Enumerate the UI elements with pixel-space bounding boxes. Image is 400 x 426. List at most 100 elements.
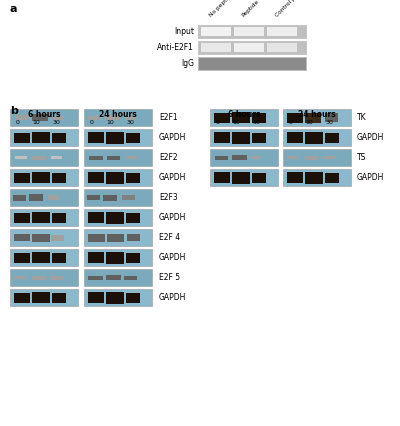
Text: 30: 30 [252, 120, 260, 125]
Bar [84, 169, 152, 186]
Bar [127, 234, 140, 241]
Text: TK: TK [357, 113, 367, 122]
Bar [234, 43, 264, 52]
Bar [283, 169, 351, 186]
Bar [88, 292, 104, 303]
Bar [88, 252, 104, 263]
Bar [51, 234, 64, 241]
Bar [48, 195, 59, 200]
Text: Control peptide: Control peptide [274, 0, 310, 18]
Text: 6 hours: 6 hours [28, 110, 60, 119]
Text: 10: 10 [32, 120, 40, 125]
Text: Input: Input [174, 27, 194, 36]
Bar [106, 132, 124, 144]
Bar [283, 129, 351, 146]
Bar [52, 173, 66, 182]
Bar [106, 275, 121, 280]
Bar [283, 109, 351, 126]
Bar [84, 269, 152, 286]
Bar [267, 43, 297, 52]
Text: 6 hours: 6 hours [228, 110, 260, 119]
Bar [88, 276, 103, 279]
Bar [198, 57, 306, 70]
Bar [14, 253, 30, 262]
Bar [10, 269, 78, 286]
Bar [126, 213, 140, 222]
Bar [287, 172, 303, 183]
Bar [15, 115, 29, 120]
Bar [252, 173, 266, 182]
Bar [232, 172, 250, 184]
Text: GAPDH: GAPDH [159, 293, 186, 302]
Bar [126, 132, 140, 143]
Bar [214, 132, 230, 143]
Bar [10, 249, 78, 266]
Bar [287, 112, 303, 123]
Bar [210, 129, 278, 146]
Bar [124, 276, 137, 279]
Text: 30: 30 [52, 120, 60, 125]
Text: E2F 4: E2F 4 [159, 233, 180, 242]
Text: E2F 5: E2F 5 [159, 273, 180, 282]
Bar [305, 172, 323, 184]
Bar [52, 132, 66, 143]
Text: GAPDH: GAPDH [159, 173, 186, 182]
Bar [32, 212, 50, 223]
Bar [32, 155, 46, 159]
Bar [198, 25, 306, 38]
Bar [10, 109, 78, 126]
Bar [14, 293, 30, 302]
Bar [32, 292, 50, 303]
Bar [88, 132, 104, 143]
Bar [89, 155, 103, 159]
Text: No peptide: No peptide [208, 0, 235, 18]
Bar [251, 156, 260, 159]
Bar [32, 252, 50, 263]
Text: 10: 10 [232, 120, 240, 125]
Bar [32, 233, 50, 242]
Text: GAPDH: GAPDH [357, 173, 384, 182]
Bar [88, 172, 104, 183]
Bar [126, 293, 140, 302]
Bar [84, 149, 152, 166]
Bar [252, 132, 266, 143]
Text: E2F2: E2F2 [159, 153, 178, 162]
Bar [10, 229, 78, 246]
Bar [84, 129, 152, 146]
Text: Anti-E2F1: Anti-E2F1 [157, 43, 194, 52]
Text: 30: 30 [126, 120, 134, 125]
Bar [103, 195, 117, 201]
Bar [88, 212, 104, 223]
Bar [215, 155, 228, 159]
Text: 24 hours: 24 hours [99, 110, 137, 119]
Bar [283, 149, 351, 166]
Bar [88, 233, 105, 242]
Bar [52, 253, 66, 262]
Bar [232, 112, 250, 123]
Bar [323, 156, 335, 159]
Text: 0: 0 [16, 120, 20, 125]
Bar [88, 115, 100, 120]
Bar [84, 209, 152, 226]
Bar [50, 276, 63, 279]
Bar [10, 169, 78, 186]
Text: Peptide: Peptide [240, 0, 260, 18]
Bar [106, 172, 124, 184]
Bar [126, 156, 137, 159]
Text: 0: 0 [289, 120, 293, 125]
Bar [305, 155, 318, 159]
Bar [84, 109, 152, 126]
Bar [210, 109, 278, 126]
Bar [10, 209, 78, 226]
Bar [13, 195, 26, 201]
Bar [10, 149, 78, 166]
Bar [106, 251, 124, 264]
Bar [125, 115, 136, 120]
Bar [84, 229, 152, 246]
Text: GAPDH: GAPDH [159, 253, 186, 262]
Bar [29, 194, 43, 201]
Bar [210, 149, 278, 166]
Bar [106, 291, 124, 303]
Text: 0: 0 [216, 120, 220, 125]
Bar [84, 189, 152, 206]
